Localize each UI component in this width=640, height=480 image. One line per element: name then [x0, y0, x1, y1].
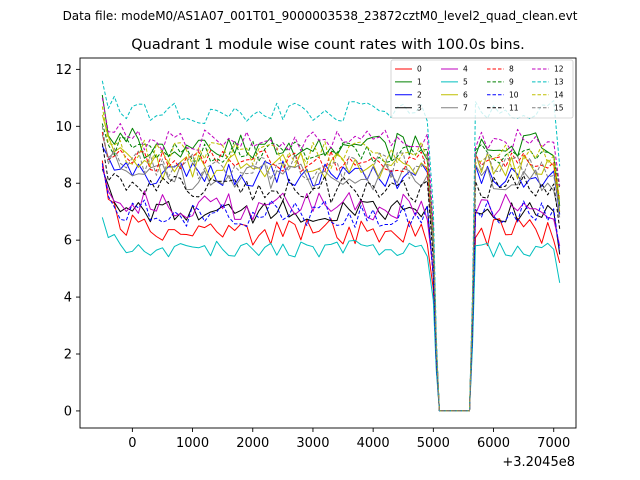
series-line-4: [101, 166, 561, 412]
series-line-12: [101, 97, 561, 412]
x-tick-label: 3000: [296, 436, 329, 451]
series-line-2: [101, 145, 561, 412]
legend-label-14: 14: [554, 91, 564, 100]
series-line-10: [101, 163, 561, 412]
x-tick-label: 7000: [537, 436, 570, 451]
x-tick-label: 2000: [236, 436, 269, 451]
series-line-0: [101, 160, 561, 412]
y-tick-label: 10: [55, 120, 72, 135]
legend-label-4: 4: [463, 65, 468, 74]
series-line-1: [101, 94, 561, 412]
y-tick-label: 6: [64, 234, 72, 249]
x-offset-label: +3.2045e8: [502, 455, 575, 470]
x-axis: 0 1000 2000 3000 4000 5000 6000 7000: [128, 428, 570, 451]
y-tick-label: 0: [64, 404, 72, 419]
legend-label-5: 5: [463, 78, 468, 87]
series-layer: [101, 80, 561, 412]
legend-label-9: 9: [509, 78, 514, 87]
x-tick-label: 6000: [477, 436, 510, 451]
y-tick-label: 4: [64, 291, 72, 306]
legend-label-12: 12: [554, 65, 564, 74]
series-line-8: [101, 131, 561, 412]
y-axis: 0 2 4 6 8 10 12: [55, 63, 80, 419]
legend-label-2: 2: [417, 91, 422, 100]
plot-frame: [79, 57, 577, 429]
y-tick-label: 12: [55, 63, 72, 78]
legend-label-10: 10: [509, 91, 519, 100]
legend-label-7: 7: [463, 103, 468, 112]
series-line-11: [101, 143, 561, 412]
legend-label-0: 0: [417, 65, 422, 74]
legend-label-3: 3: [417, 103, 422, 112]
x-tick-label: 1000: [176, 436, 209, 451]
legend-label-11: 11: [509, 103, 519, 112]
legend-label-1: 1: [417, 78, 422, 87]
x-tick-label: 4000: [357, 436, 390, 451]
x-tick-label: 0: [128, 436, 136, 451]
legend-label-15: 15: [554, 103, 564, 112]
legend-label-13: 13: [554, 78, 564, 87]
legend-label-6: 6: [463, 91, 468, 100]
y-tick-label: 8: [64, 177, 72, 192]
legend-frame: [390, 59, 574, 119]
legend-label-8: 8: [509, 65, 514, 74]
series-line-9: [101, 123, 561, 412]
x-tick-label: 5000: [417, 436, 450, 451]
plot-area: [79, 57, 577, 429]
series-line-5: [101, 217, 561, 412]
figure-suptitle: Data file: modeM0/AS1A07_001T01_90000035…: [63, 9, 578, 23]
y-tick-label: 2: [64, 348, 72, 363]
series-line-15: [101, 126, 561, 412]
chart-title: Quadrant 1 module wise count rates with …: [131, 37, 525, 53]
series-line-3: [101, 168, 561, 412]
